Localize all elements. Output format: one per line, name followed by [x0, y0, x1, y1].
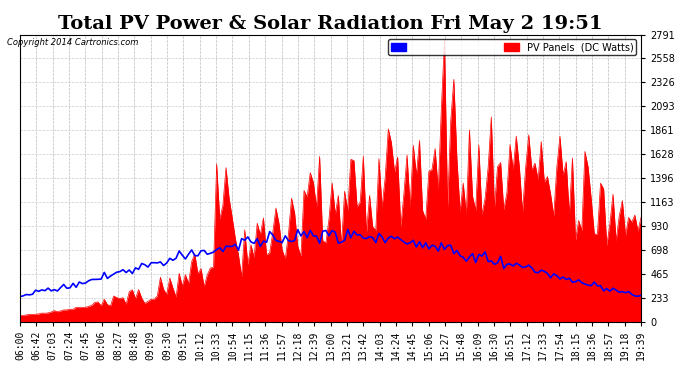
Text: Copyright 2014 Cartronics.com: Copyright 2014 Cartronics.com [7, 38, 138, 47]
Legend: Radiation (W/m2), PV Panels  (DC Watts): Radiation (W/m2), PV Panels (DC Watts) [388, 39, 636, 55]
Title: Total PV Power & Solar Radiation Fri May 2 19:51: Total PV Power & Solar Radiation Fri May… [58, 15, 603, 33]
